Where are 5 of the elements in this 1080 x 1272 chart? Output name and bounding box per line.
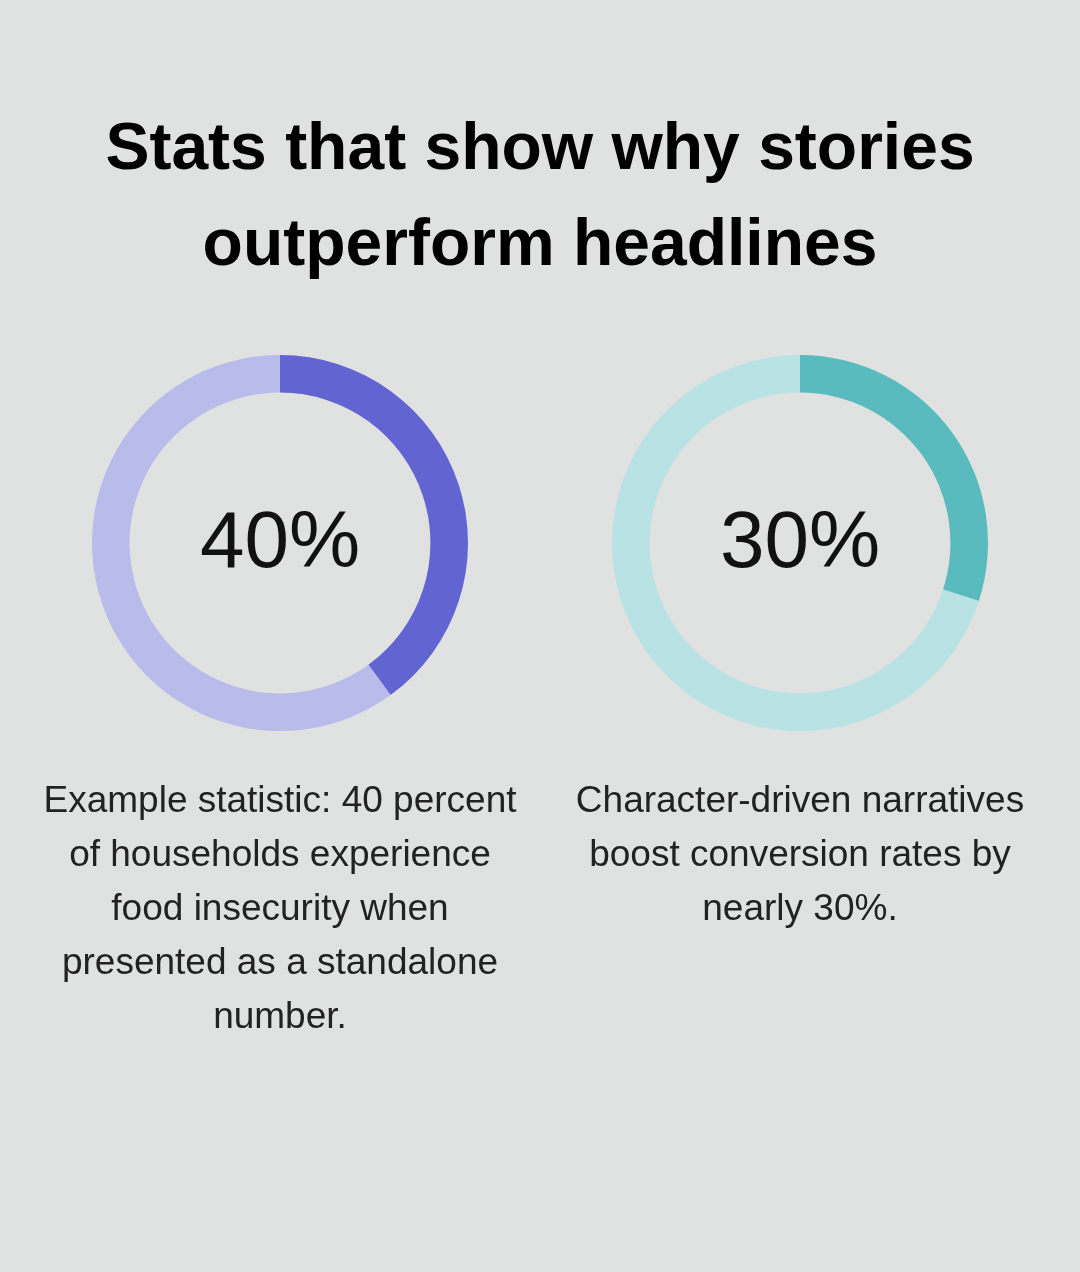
data-label: 40% [199, 495, 361, 585]
data-label: 30% [719, 495, 881, 585]
chart-title: Stats that show why stories outperform headlines [104, 108, 976, 281]
text: Character-driven narratives boost conversion rates by nearly 30%. [574, 778, 1026, 930]
text: Example statistic: 40 percent of households experience food insecurity when presented as a standalone number. [42, 778, 518, 1038]
